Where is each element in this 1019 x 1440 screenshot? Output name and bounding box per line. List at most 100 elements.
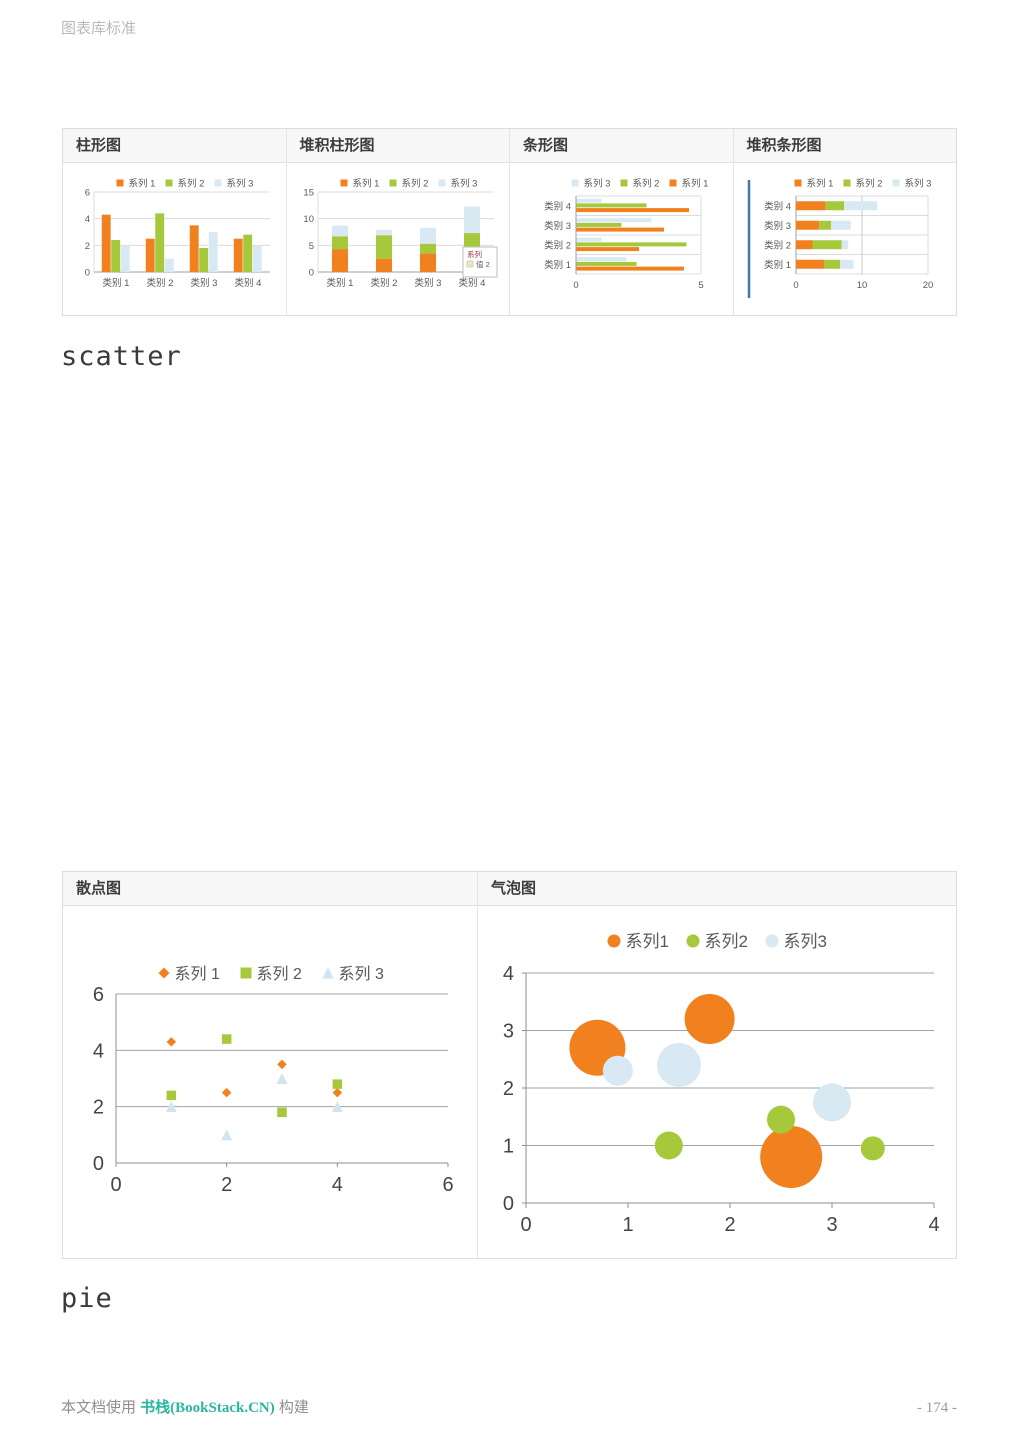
- scatter-chart: 系列 1 系列 2 系列 3 0 2 4 6 0 2 4 6: [63, 906, 477, 1256]
- panel-body-column: 系列 1 系列 2 系列 3 0 2 4 6 类别 1 类别 2 类别 3 类别 4: [63, 163, 286, 315]
- svg-text:2: 2: [503, 1078, 514, 1100]
- panel-column-chart: 柱形图 系列 1 系列 2 系列 3 0 2 4 6 类别 1 类别 2 类别 3 类别 4: [63, 129, 287, 315]
- panel-scatter-chart: 散点图 系列 1 系列 2 系列 3 0 2 4 6 0 2 4 6: [63, 872, 478, 1258]
- svg-text:6: 6: [93, 984, 104, 1006]
- bar-chart: 系列 3 系列 2 系列 1 0 5 类别 4 类别 3 类别 2 类别 1: [513, 174, 731, 309]
- svg-text:0: 0: [308, 268, 313, 279]
- svg-text:3: 3: [503, 1021, 514, 1043]
- svg-text:4: 4: [85, 214, 90, 225]
- footer-build-note: 本文档使用 书栈(BookStack.CN) 构建: [61, 1396, 309, 1417]
- svg-text:0: 0: [503, 1193, 514, 1215]
- column-chart: 系列 1 系列 2 系列 3 0 2 4 6 类别 1 类别 2 类别 3 类别 4: [68, 174, 280, 307]
- svg-text:1: 1: [622, 1214, 633, 1236]
- page-number: - 174 -: [917, 1400, 957, 1416]
- svg-text:3: 3: [826, 1214, 837, 1236]
- svg-text:5: 5: [698, 280, 703, 291]
- svg-text:系列 2: 系列 2: [257, 965, 302, 983]
- svg-text:类别 1: 类别 1: [326, 277, 353, 289]
- svg-text:20: 20: [922, 280, 933, 291]
- svg-text:系列1: 系列1: [626, 932, 669, 951]
- svg-text:类别 1: 类别 1: [764, 259, 791, 271]
- svg-text:系列 2: 系列 2: [178, 177, 205, 189]
- chart-grid-top: 柱形图 系列 1 系列 2 系列 3 0 2 4 6 类别 1 类别 2 类别 3 类别 4 堆积柱…: [62, 128, 957, 316]
- doc-header-title: 图表库标准: [61, 20, 137, 37]
- svg-text:类别 3: 类别 3: [544, 220, 571, 232]
- svg-text:系列 3: 系列 3: [904, 177, 931, 189]
- stacked-bar-chart: 系列 1 系列 2 系列 3 0 10 20 类别 4 类别 3 类别 2 类别 1: [736, 174, 954, 309]
- svg-text:4: 4: [332, 1174, 343, 1196]
- svg-text:5: 5: [308, 241, 313, 252]
- svg-text:4: 4: [503, 963, 514, 985]
- svg-text:系列 2: 系列 2: [401, 177, 428, 189]
- svg-text:系列 3: 系列 3: [584, 177, 611, 189]
- panel-stacked-bar-chart: 堆积条形图 系列 1 系列 2 系列 3 0 10 20 类别 4 类别 3 类别 2 类别 1: [733, 129, 956, 315]
- chart-grid-bottom: 散点图 系列 1 系列 2 系列 3 0 2 4 6 0 2 4 6 气泡图 系列1 系列2 系列3 0 1…: [62, 871, 957, 1259]
- stacked-column-chart: 系列 1 系列 2 系列 3 0 5 10 15 类别 1 类别 2 类别 3 类别 4 系列值 2: [292, 174, 504, 307]
- svg-text:系列 1: 系列 1: [806, 177, 833, 189]
- svg-text:类别 1: 类别 1: [103, 277, 130, 289]
- panel-body-bar: 系列 3 系列 2 系列 1 0 5 类别 4 类别 3 类别 2 类别 1: [510, 163, 733, 315]
- footer-prefix: 本文档使用: [61, 1399, 141, 1416]
- heading-scatter: scatter: [61, 341, 182, 372]
- svg-text:类别 3: 类别 3: [191, 277, 218, 289]
- svg-text:系列 3: 系列 3: [339, 965, 384, 983]
- svg-text:0: 0: [520, 1214, 531, 1236]
- panel-title-bar: 条形图: [510, 129, 733, 163]
- svg-text:类别 4: 类别 4: [764, 200, 791, 212]
- panel-body-stacked-bar: 系列 1 系列 2 系列 3 0 10 20 类别 4 类别 3 类别 2 类别 1: [733, 163, 956, 315]
- svg-text:类别 2: 类别 2: [764, 239, 791, 251]
- svg-text:4: 4: [928, 1214, 939, 1236]
- svg-text:6: 6: [85, 188, 90, 199]
- svg-text:0: 0: [110, 1174, 121, 1196]
- svg-text:0: 0: [93, 1153, 104, 1175]
- panel-body-stacked-column: 系列 1 系列 2 系列 3 0 5 10 15 类别 1 类别 2 类别 3 类别 4 系列值 2: [286, 163, 509, 315]
- svg-text:系列 1: 系列 1: [682, 177, 709, 189]
- svg-text:系列 2: 系列 2: [633, 177, 660, 189]
- panel-title-stacked-column: 堆积柱形图: [286, 129, 509, 163]
- svg-text:2: 2: [724, 1214, 735, 1236]
- svg-text:1: 1: [503, 1136, 514, 1158]
- svg-text:类别 4: 类别 4: [458, 277, 485, 289]
- panel-bar-chart: 条形图 系列 3 系列 2 系列 1 0 5 类别 4 类别 3 类别 2 类别 1: [510, 129, 734, 315]
- svg-text:系列: 系列: [467, 249, 482, 259]
- footer: 本文档使用 书栈(BookStack.CN) 构建 - 174 -: [61, 1396, 957, 1417]
- svg-text:类别 2: 类别 2: [147, 277, 174, 289]
- svg-text:15: 15: [303, 188, 314, 199]
- svg-text:类别 3: 类别 3: [764, 220, 791, 232]
- panel-title-bubble: 气泡图: [478, 872, 956, 906]
- svg-text:值 2: 值 2: [476, 259, 490, 269]
- svg-text:系列3: 系列3: [784, 932, 827, 951]
- svg-text:类别 4: 类别 4: [235, 277, 262, 289]
- panel-title-column: 柱形图: [63, 129, 286, 163]
- svg-text:系列 3: 系列 3: [450, 177, 477, 189]
- svg-text:10: 10: [856, 280, 867, 291]
- heading-pie: pie: [61, 1283, 113, 1314]
- panel-stacked-column-chart: 堆积柱形图 系列 1 系列 2 系列 3 0 5 10 15 类别 1 类别 2 类别 3 类别 4…: [286, 129, 510, 315]
- svg-text:2: 2: [85, 241, 90, 252]
- svg-text:2: 2: [221, 1174, 232, 1196]
- footer-suffix: 构建: [274, 1399, 309, 1416]
- svg-text:类别 4: 类别 4: [544, 200, 571, 212]
- svg-text:系列 1: 系列 1: [175, 965, 220, 983]
- svg-text:0: 0: [793, 280, 798, 291]
- panel-bubble-chart: 气泡图 系列1 系列2 系列3 0 1 2 3 4 0 1 2 3 4: [478, 872, 956, 1258]
- svg-text:类别 3: 类别 3: [414, 277, 441, 289]
- svg-text:4: 4: [93, 1040, 104, 1062]
- svg-text:系列 1: 系列 1: [129, 177, 156, 189]
- panel-title-stacked-bar: 堆积条形图: [733, 129, 956, 163]
- svg-text:类别 2: 类别 2: [370, 277, 397, 289]
- svg-text:系列 3: 系列 3: [227, 177, 254, 189]
- svg-text:0: 0: [573, 280, 578, 291]
- panel-body-bubble: 系列1 系列2 系列3 0 1 2 3 4 0 1 2 3 4: [478, 906, 956, 1258]
- panel-title-scatter: 散点图: [63, 872, 477, 906]
- svg-text:6: 6: [442, 1174, 453, 1196]
- svg-text:系列 1: 系列 1: [352, 177, 379, 189]
- svg-text:10: 10: [303, 214, 314, 225]
- svg-text:系列 2: 系列 2: [855, 177, 882, 189]
- svg-text:系列2: 系列2: [705, 932, 748, 951]
- bookstack-link[interactable]: 书栈(BookStack.CN): [140, 1400, 275, 1416]
- svg-text:类别 1: 类别 1: [544, 259, 571, 271]
- svg-text:类别 2: 类别 2: [544, 239, 571, 251]
- svg-text:0: 0: [85, 268, 90, 279]
